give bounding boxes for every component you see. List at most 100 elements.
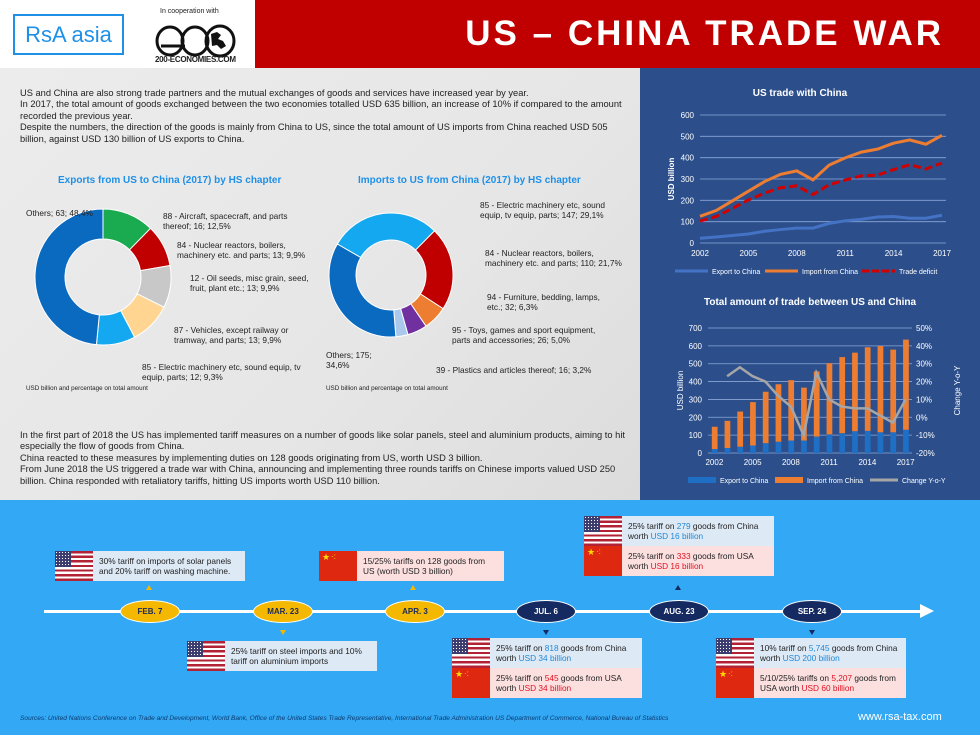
line-series bbox=[726, 365, 907, 440]
imports-label-39: 39 - Plastics and articles thereof; 16; … bbox=[436, 365, 592, 375]
body-paragraph: From June 2018 the US triggered a trade … bbox=[20, 464, 616, 486]
date-mar23[interactable]: MAR. 23 bbox=[253, 600, 313, 623]
imports-pie-note: USD billion and percentage on total amou… bbox=[326, 385, 448, 392]
bar-export bbox=[852, 431, 858, 453]
bar-export bbox=[762, 443, 769, 453]
bar-import bbox=[852, 352, 858, 432]
imports-label-84: 84 - Nuclear reactors, boilers, machiner… bbox=[485, 248, 622, 268]
total-trade-bar-chart: 0 100 200 300 400 500 600 700 -20% -10% 0% 10% 20% 30… bbox=[676, 324, 962, 485]
exports-label-12: 12 - Oil seeds, misc grain, seed, fruit,… bbox=[190, 273, 309, 293]
line-series bbox=[699, 133, 943, 218]
date-jul6[interactable]: JUL. 6 bbox=[516, 600, 576, 623]
amount: USD 60 billion bbox=[801, 683, 855, 693]
event-text: 15/25% tariffs on 128 goods from US (wor… bbox=[357, 551, 504, 581]
svg-text:400: 400 bbox=[681, 154, 695, 163]
svg-text:USD billion: USD billion bbox=[667, 158, 676, 201]
right-chart-panel: US trade with China 0 100 200 300 400 500 600 2… bbox=[640, 68, 980, 500]
svg-text:2005: 2005 bbox=[744, 458, 762, 467]
exports-label-85: 85 - Electric machinery etc, sound equip… bbox=[142, 362, 301, 382]
partner-url: 200-ECONOMIES.COM bbox=[155, 55, 236, 64]
svg-text:Import from China: Import from China bbox=[807, 478, 863, 485]
website-link[interactable]: www.rsa-tax.com bbox=[858, 711, 942, 723]
svg-text:2011: 2011 bbox=[837, 249, 855, 258]
svg-text:Export to China: Export to China bbox=[712, 269, 760, 276]
bar-export bbox=[775, 441, 782, 453]
imports-donut-chart bbox=[328, 212, 454, 338]
exports-label-87: 87 - Vehicles, except railway or tramway… bbox=[174, 325, 289, 345]
svg-text:USD billion: USD billion bbox=[676, 371, 685, 411]
event-jul6: 25% tariff on 818 goods from China worth… bbox=[452, 638, 642, 698]
bar-export bbox=[826, 434, 833, 453]
china-flag-icon bbox=[584, 546, 622, 576]
svg-text:30%: 30% bbox=[916, 360, 932, 369]
imports-label-94: 94 - Furniture, bedding, lamps, etc.; 32… bbox=[487, 292, 600, 312]
event-aug23: 25% tariff on 279 goods from China worth… bbox=[584, 516, 774, 576]
svg-text:100: 100 bbox=[681, 218, 695, 227]
bar-import bbox=[724, 420, 731, 448]
left-panel: US and China are also strong trade partn… bbox=[0, 68, 640, 500]
timeline-arrow-icon bbox=[920, 604, 934, 618]
line-chart-title: US trade with China bbox=[752, 88, 848, 99]
pie-slice bbox=[328, 243, 397, 338]
svg-text:100: 100 bbox=[689, 431, 703, 440]
event-sep24: 10% tariff on 5,745 goods from China wor… bbox=[716, 638, 906, 698]
rsa-asia-logo[interactable]: RsA asia bbox=[13, 14, 124, 55]
date-sep24[interactable]: SEP. 24 bbox=[782, 600, 842, 623]
us-flag-icon bbox=[452, 638, 490, 668]
amount: USD 200 billion bbox=[782, 653, 840, 663]
us-flag-icon bbox=[716, 638, 754, 668]
svg-text:Change Y-o-Y: Change Y-o-Y bbox=[902, 478, 946, 485]
event-text: 25% tariff on 545 goods from USA worth U… bbox=[490, 668, 642, 698]
exports-label-84: 84 - Nuclear reactors, boilers, machiner… bbox=[177, 240, 306, 260]
svg-text:0%: 0% bbox=[916, 413, 928, 422]
bar-import bbox=[864, 347, 871, 431]
imports-pie-title: Imports to US from China (2017) by HS ch… bbox=[358, 175, 581, 186]
amount: USD 34 billion bbox=[518, 683, 572, 693]
bar-export bbox=[737, 446, 744, 453]
bar-import bbox=[813, 371, 820, 437]
text-part: 25% tariff on bbox=[628, 550, 677, 561]
pie-slice bbox=[336, 212, 436, 259]
event-text: 25% tariff on 279 goods from China worth… bbox=[622, 516, 774, 546]
exports-donut-chart bbox=[34, 208, 172, 346]
goods-count: 5,207 bbox=[831, 672, 853, 683]
event-feb7: 30% tariff on imports of solar panels an… bbox=[55, 551, 245, 581]
svg-text:2008: 2008 bbox=[788, 249, 806, 258]
event-text: 25% tariff on 333 goods from USA worth U… bbox=[622, 546, 774, 576]
bar-import bbox=[839, 357, 846, 434]
imports-label-95: 95 - Toys, games and sport equipment, pa… bbox=[452, 325, 596, 345]
svg-text:300: 300 bbox=[681, 175, 695, 184]
bar-import bbox=[877, 346, 884, 433]
svg-text:2017: 2017 bbox=[933, 249, 951, 258]
trade-war-text: In the first part of 2018 the US has imp… bbox=[20, 430, 625, 487]
svg-text:20%: 20% bbox=[916, 378, 932, 387]
date-aug23[interactable]: AUG. 23 bbox=[649, 600, 709, 623]
svg-text:300: 300 bbox=[689, 395, 703, 404]
svg-text:2014: 2014 bbox=[885, 249, 903, 258]
exports-label-others: Others; 63; 48,4% bbox=[26, 208, 93, 218]
bar-export bbox=[711, 449, 718, 453]
bar-export bbox=[750, 445, 756, 453]
bar-import bbox=[890, 349, 897, 433]
exports-pie-note: USD billion and percentage on total amou… bbox=[26, 385, 148, 392]
svg-text:200: 200 bbox=[681, 196, 695, 205]
date-apr3[interactable]: APR. 3 bbox=[385, 600, 445, 623]
triangle-down-icon bbox=[280, 630, 286, 635]
timeline-section: 30% tariff on imports of solar panels an… bbox=[0, 500, 980, 735]
svg-text:2002: 2002 bbox=[705, 458, 723, 467]
text-part: worth bbox=[496, 683, 519, 693]
svg-text:500: 500 bbox=[689, 360, 703, 369]
bar-import bbox=[903, 339, 909, 430]
text-part: goods from China bbox=[690, 520, 759, 531]
event-text: 5/10/25% tariffs on 5,207 goods from USA… bbox=[754, 668, 906, 698]
event-text: 25% tariff on 818 goods from China worth… bbox=[490, 638, 642, 668]
title-bar: US – CHINA TRADE WAR bbox=[255, 0, 980, 68]
svg-text:40%: 40% bbox=[916, 342, 932, 351]
amount: USD 16 billion bbox=[650, 531, 704, 541]
svg-text:2002: 2002 bbox=[691, 249, 709, 258]
date-feb7[interactable]: FEB. 7 bbox=[120, 600, 180, 623]
svg-text:2005: 2005 bbox=[740, 249, 758, 258]
goods-count: 279 bbox=[676, 520, 691, 531]
svg-text:Trade deficit: Trade deficit bbox=[899, 269, 937, 276]
triangle-up-icon bbox=[675, 585, 681, 590]
